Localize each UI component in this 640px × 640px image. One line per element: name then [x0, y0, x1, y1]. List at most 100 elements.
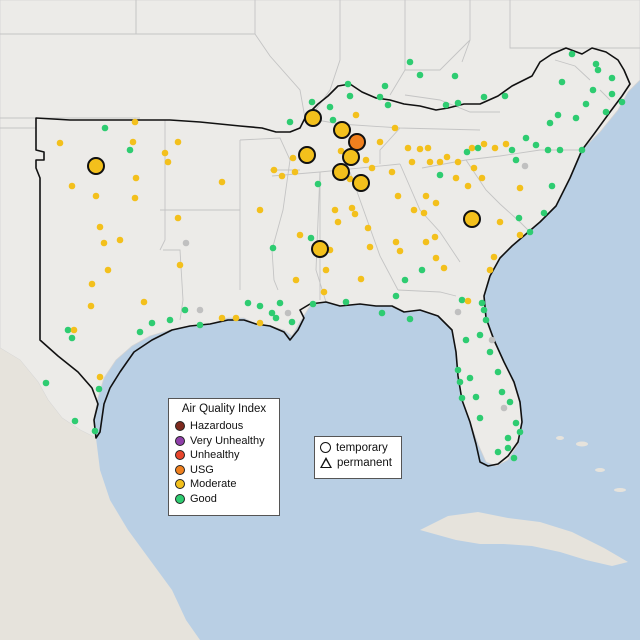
station-marker[interactable]: [392, 292, 400, 300]
station-marker[interactable]: [68, 182, 76, 190]
station-marker[interactable]: [456, 378, 464, 386]
station-marker[interactable]: [126, 146, 134, 154]
station-marker[interactable]: [432, 199, 440, 207]
station-marker[interactable]: [464, 297, 472, 305]
station-marker[interactable]: [422, 192, 430, 200]
station-marker[interactable]: [454, 366, 462, 374]
station-marker[interactable]: [515, 214, 523, 222]
station-marker[interactable]: [196, 306, 204, 314]
station-marker[interactable]: [432, 254, 440, 262]
station-marker[interactable]: [436, 158, 444, 166]
station-marker[interactable]: [464, 182, 472, 190]
station-marker[interactable]: [326, 103, 334, 111]
station-marker[interactable]: [148, 319, 156, 327]
station-marker[interactable]: [476, 331, 484, 339]
station-marker[interactable]: [470, 164, 478, 172]
station-marker[interactable]: [174, 214, 182, 222]
temporary-monitor-marker[interactable]: [463, 210, 481, 228]
station-marker[interactable]: [95, 385, 103, 393]
station-marker[interactable]: [424, 144, 432, 152]
station-marker[interactable]: [451, 72, 459, 80]
station-marker[interactable]: [96, 373, 104, 381]
station-marker[interactable]: [468, 144, 476, 152]
station-marker[interactable]: [296, 231, 304, 239]
temporary-monitor-marker[interactable]: [342, 148, 360, 166]
station-marker[interactable]: [474, 144, 482, 152]
station-marker[interactable]: [494, 368, 502, 376]
station-marker[interactable]: [478, 174, 486, 182]
station-marker[interactable]: [408, 158, 416, 166]
station-marker[interactable]: [346, 92, 354, 100]
station-marker[interactable]: [422, 238, 430, 246]
station-marker[interactable]: [70, 326, 78, 334]
station-marker[interactable]: [337, 147, 345, 155]
station-marker[interactable]: [256, 206, 264, 214]
station-marker[interactable]: [568, 50, 576, 58]
station-marker[interactable]: [331, 206, 339, 214]
station-marker[interactable]: [309, 300, 317, 308]
station-marker[interactable]: [132, 174, 140, 182]
station-marker[interactable]: [508, 146, 516, 154]
station-marker[interactable]: [352, 111, 360, 119]
station-marker[interactable]: [218, 178, 226, 186]
station-marker[interactable]: [218, 314, 226, 322]
station-marker[interactable]: [322, 266, 330, 274]
station-marker[interactable]: [368, 164, 376, 172]
station-marker[interactable]: [516, 428, 524, 436]
station-marker[interactable]: [256, 319, 264, 327]
station-marker[interactable]: [136, 328, 144, 336]
station-marker[interactable]: [544, 146, 552, 154]
station-marker[interactable]: [286, 118, 294, 126]
station-marker[interactable]: [556, 146, 564, 154]
station-marker[interactable]: [486, 266, 494, 274]
temporary-monitor-marker[interactable]: [333, 121, 351, 139]
station-marker[interactable]: [396, 247, 404, 255]
station-marker[interactable]: [404, 144, 412, 152]
station-marker[interactable]: [480, 140, 488, 148]
station-marker[interactable]: [452, 174, 460, 182]
station-marker[interactable]: [268, 309, 276, 317]
station-marker[interactable]: [463, 148, 471, 156]
station-marker[interactable]: [486, 348, 494, 356]
station-marker[interactable]: [384, 101, 392, 109]
station-marker[interactable]: [320, 288, 328, 296]
station-marker[interactable]: [174, 138, 182, 146]
station-marker[interactable]: [176, 261, 184, 269]
station-marker[interactable]: [56, 139, 64, 147]
station-marker[interactable]: [426, 158, 434, 166]
station-marker[interactable]: [91, 427, 99, 435]
station-marker[interactable]: [388, 168, 396, 176]
temporary-monitor-marker[interactable]: [352, 174, 370, 192]
station-marker[interactable]: [516, 184, 524, 192]
station-marker[interactable]: [244, 299, 252, 307]
small-station-markers[interactable]: [42, 50, 626, 462]
station-marker[interactable]: [166, 316, 174, 324]
station-marker[interactable]: [546, 119, 554, 127]
station-marker[interactable]: [454, 308, 462, 316]
station-marker[interactable]: [196, 321, 204, 329]
station-marker[interactable]: [480, 93, 488, 101]
temporary-monitor-markers[interactable]: [87, 109, 481, 258]
station-marker[interactable]: [100, 239, 108, 247]
station-marker[interactable]: [618, 98, 626, 106]
station-marker[interactable]: [344, 80, 352, 88]
station-marker[interactable]: [269, 244, 277, 252]
station-marker[interactable]: [394, 192, 402, 200]
station-marker[interactable]: [391, 124, 399, 132]
station-marker[interactable]: [512, 156, 520, 164]
station-marker[interactable]: [366, 243, 374, 251]
station-marker[interactable]: [454, 158, 462, 166]
station-marker[interactable]: [64, 326, 72, 334]
station-marker[interactable]: [510, 454, 518, 462]
station-marker[interactable]: [490, 253, 498, 261]
station-marker[interactable]: [272, 314, 280, 322]
station-marker[interactable]: [392, 238, 400, 246]
station-marker[interactable]: [496, 218, 504, 226]
station-marker[interactable]: [164, 158, 172, 166]
station-marker[interactable]: [462, 336, 470, 344]
station-marker[interactable]: [364, 224, 372, 232]
station-marker[interactable]: [418, 266, 426, 274]
station-marker[interactable]: [88, 280, 96, 288]
station-marker[interactable]: [376, 93, 384, 101]
